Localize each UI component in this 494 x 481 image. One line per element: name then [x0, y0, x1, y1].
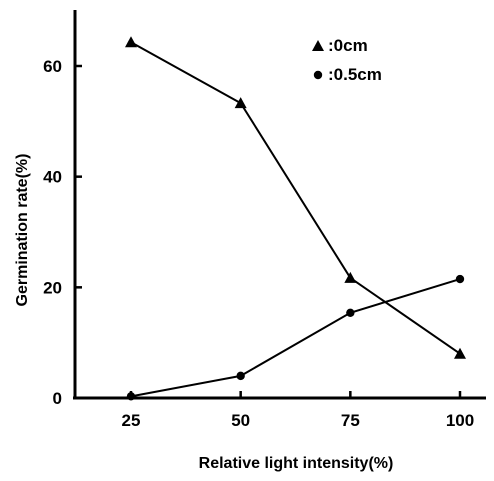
legend: :0cm :0.5cm: [312, 36, 382, 84]
triangle-point: [234, 97, 247, 109]
legend-label: :0.5cm: [328, 65, 382, 84]
triangle-point: [125, 36, 137, 48]
legend-label: :0cm: [328, 36, 368, 55]
x-axis-ticks: 25 50 75 100: [122, 391, 474, 430]
y-axis-ticks: 0 20 40 60: [43, 57, 82, 408]
series-layer: [125, 36, 466, 401]
circle-point: [126, 392, 136, 401]
series-triangle: [125, 36, 466, 359]
x-axis-title: Relative light intensity(%): [199, 455, 394, 472]
y-tick-label: 60: [43, 57, 62, 76]
circle-point: [455, 274, 465, 284]
y-tick-label: 20: [43, 278, 62, 297]
axes: [73, 10, 486, 400]
x-tick-label: 50: [231, 411, 250, 430]
triangle-point: [344, 271, 357, 283]
y-tick-label: 0: [53, 389, 62, 408]
triangle-point: [454, 347, 466, 359]
legend-triangle-icon: [312, 40, 324, 51]
circle-point: [236, 371, 245, 381]
y-axis-title: Germination rate(%): [14, 154, 31, 307]
circle-point: [346, 308, 355, 317]
x-tick-label: 100: [446, 411, 474, 430]
x-tick-label: 75: [341, 411, 360, 430]
x-tick-label: 25: [122, 411, 141, 430]
series-circle: [126, 274, 465, 401]
legend-circle-icon: [313, 70, 323, 80]
series-line: [130, 41, 461, 355]
series-line: [130, 278, 461, 398]
y-tick-label: 40: [43, 168, 62, 187]
